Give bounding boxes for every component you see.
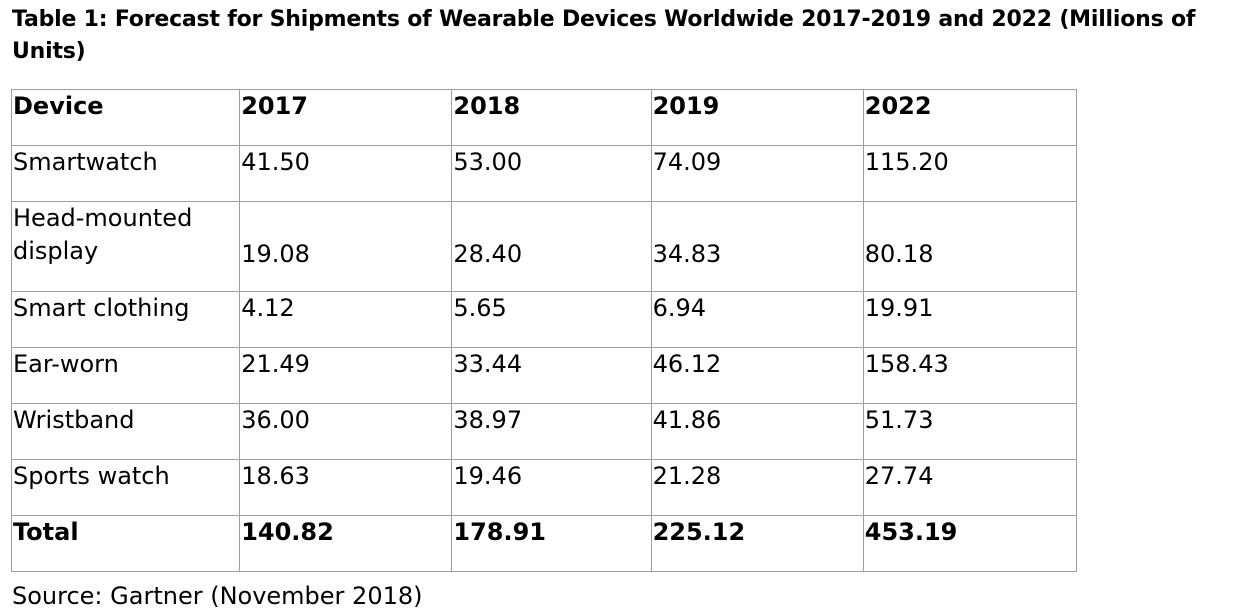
value-cell: 34.83 [650,201,864,292]
value-cell: 28.40 [451,201,652,292]
value-cell: 27.74 [862,459,1078,516]
device-cell: Smartwatch [10,145,241,202]
total-label-cell: Total [10,515,241,572]
header-cell-2022: 2022 [862,89,1078,146]
value-cell: 36.00 [239,403,453,460]
value-cell: 158.43 [862,347,1078,404]
header-cell-2019: 2019 [650,89,864,146]
table-row: Wristband 36.00 38.97 41.86 51.73 [10,403,1078,460]
value-cell: 46.12 [650,347,864,404]
total-value-cell: 225.12 [650,515,864,572]
value-cell: 51.73 [862,403,1078,460]
value-cell: 5.65 [451,291,652,348]
value-cell: 4.12 [239,291,453,348]
device-cell: Wristband [10,403,241,460]
total-value-cell: 453.19 [862,515,1078,572]
device-cell: Head-mounted display [10,201,241,292]
header-cell-2018: 2018 [451,89,652,146]
value-cell: 41.86 [650,403,864,460]
total-value-cell: 140.82 [239,515,453,572]
value-cell: 6.94 [650,291,864,348]
table-row: Head-mounted display 19.08 28.40 34.83 8… [10,201,1078,292]
table-caption: Table 1: Forecast for Shipments of Weara… [12,7,1196,64]
header-cell-2017: 2017 [239,89,453,146]
table-row: Sports watch 18.63 19.46 21.28 27.74 [10,459,1078,516]
value-cell: 33.44 [451,347,652,404]
source-note: Source: Gartner (November 2018) [12,582,423,610]
value-cell: 19.46 [451,459,652,516]
value-cell: 21.28 [650,459,864,516]
device-cell: Smart clothing [10,291,241,348]
table-header-row: Device 2017 2018 2019 2022 [10,89,1078,146]
value-cell: 38.97 [451,403,652,460]
value-cell: 19.08 [239,201,453,292]
total-value-cell: 178.91 [451,515,652,572]
header-cell-device: Device [10,89,241,146]
table-total-row: Total 140.82 178.91 225.12 453.19 [10,515,1078,572]
value-cell: 74.09 [650,145,864,202]
device-cell: Ear-worn [10,347,241,404]
value-cell: 21.49 [239,347,453,404]
table-row: Smart clothing 4.12 5.65 6.94 19.91 [10,291,1078,348]
value-cell: 53.00 [451,145,652,202]
value-cell: 115.20 [862,145,1078,202]
value-cell: 19.91 [862,291,1078,348]
table-row: Smartwatch 41.50 53.00 74.09 115.20 [10,145,1078,202]
value-cell: 18.63 [239,459,453,516]
value-cell: 80.18 [862,201,1078,292]
value-cell: 41.50 [239,145,453,202]
shipments-table: Device 2017 2018 2019 2022 Smartwatch 41… [10,89,1078,572]
device-cell: Sports watch [10,459,241,516]
table-row: Ear-worn 21.49 33.44 46.12 158.43 [10,347,1078,404]
